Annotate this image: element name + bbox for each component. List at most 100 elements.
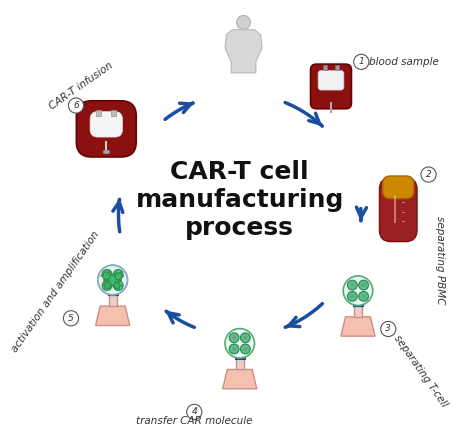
Circle shape xyxy=(347,280,357,290)
Circle shape xyxy=(105,272,109,276)
Circle shape xyxy=(118,288,119,290)
Circle shape xyxy=(347,291,357,301)
Circle shape xyxy=(359,291,368,301)
Circle shape xyxy=(120,272,121,273)
Circle shape xyxy=(359,280,368,290)
Bar xyxy=(354,305,362,317)
Circle shape xyxy=(343,276,373,305)
Circle shape xyxy=(187,405,202,420)
FancyBboxPatch shape xyxy=(310,64,351,109)
Circle shape xyxy=(362,283,365,287)
Circle shape xyxy=(229,344,239,354)
Circle shape xyxy=(350,283,355,287)
Circle shape xyxy=(354,54,369,69)
Circle shape xyxy=(103,271,105,272)
Circle shape xyxy=(232,347,236,351)
Bar xyxy=(236,358,244,369)
Text: transfer CAR molecule: transfer CAR molecule xyxy=(136,416,253,426)
Circle shape xyxy=(104,282,111,288)
Circle shape xyxy=(108,279,109,281)
Circle shape xyxy=(119,279,121,281)
Circle shape xyxy=(104,279,106,281)
Bar xyxy=(235,355,245,359)
Circle shape xyxy=(115,273,122,279)
Circle shape xyxy=(362,294,365,299)
Circle shape xyxy=(114,275,115,277)
Circle shape xyxy=(381,321,396,336)
Circle shape xyxy=(111,275,112,276)
Text: 5: 5 xyxy=(68,314,74,323)
Circle shape xyxy=(113,270,123,279)
Circle shape xyxy=(107,275,118,286)
Text: 4: 4 xyxy=(191,408,197,417)
Circle shape xyxy=(225,328,255,358)
Circle shape xyxy=(229,333,239,343)
Text: 1: 1 xyxy=(358,57,364,66)
FancyBboxPatch shape xyxy=(318,70,344,90)
Circle shape xyxy=(243,336,247,340)
Bar xyxy=(96,110,101,116)
Text: CAR-T infusion: CAR-T infusion xyxy=(47,61,114,112)
Bar xyxy=(109,295,117,306)
Circle shape xyxy=(68,98,83,113)
Text: 3: 3 xyxy=(385,324,391,333)
Circle shape xyxy=(116,279,117,281)
Circle shape xyxy=(98,265,128,295)
Circle shape xyxy=(116,272,120,276)
Circle shape xyxy=(421,167,436,182)
Circle shape xyxy=(102,284,104,286)
Circle shape xyxy=(115,285,118,287)
FancyBboxPatch shape xyxy=(76,101,136,157)
Circle shape xyxy=(116,283,120,287)
Polygon shape xyxy=(96,306,130,325)
Circle shape xyxy=(102,270,112,279)
Circle shape xyxy=(240,344,250,354)
Circle shape xyxy=(105,281,106,282)
Circle shape xyxy=(108,285,110,287)
Circle shape xyxy=(108,271,109,272)
Circle shape xyxy=(102,281,112,291)
Polygon shape xyxy=(223,369,257,389)
Text: 2: 2 xyxy=(426,170,431,179)
Circle shape xyxy=(108,272,110,275)
FancyBboxPatch shape xyxy=(383,176,414,198)
Circle shape xyxy=(113,281,123,291)
Circle shape xyxy=(243,347,247,351)
Text: separating PBMC: separating PBMC xyxy=(435,216,445,305)
Bar xyxy=(323,65,327,70)
Circle shape xyxy=(114,283,120,288)
Bar xyxy=(111,110,116,116)
Circle shape xyxy=(98,265,128,295)
Polygon shape xyxy=(341,317,375,336)
Text: blood sample: blood sample xyxy=(369,57,439,67)
FancyBboxPatch shape xyxy=(380,178,417,242)
Circle shape xyxy=(111,284,112,286)
Circle shape xyxy=(109,281,110,282)
Text: separating T-cell: separating T-cell xyxy=(392,334,449,409)
Circle shape xyxy=(112,285,114,286)
Circle shape xyxy=(64,311,79,326)
Text: 6: 6 xyxy=(73,101,79,110)
Text: CAR-T cell
manufacturing
process: CAR-T cell manufacturing process xyxy=(136,160,344,239)
Circle shape xyxy=(105,283,109,287)
Circle shape xyxy=(240,333,250,343)
Bar xyxy=(353,302,363,306)
Circle shape xyxy=(109,288,110,290)
Circle shape xyxy=(118,282,119,283)
Circle shape xyxy=(237,16,250,29)
Bar xyxy=(335,65,339,70)
Circle shape xyxy=(115,288,116,290)
Bar xyxy=(103,150,109,153)
Bar xyxy=(108,291,118,295)
Circle shape xyxy=(103,272,110,279)
Circle shape xyxy=(105,288,106,290)
Circle shape xyxy=(103,279,105,281)
Circle shape xyxy=(115,272,118,275)
Circle shape xyxy=(116,272,117,273)
Circle shape xyxy=(232,336,236,340)
FancyBboxPatch shape xyxy=(90,112,122,137)
Circle shape xyxy=(101,275,102,276)
Polygon shape xyxy=(225,30,262,73)
Circle shape xyxy=(120,279,121,281)
Circle shape xyxy=(120,285,122,286)
